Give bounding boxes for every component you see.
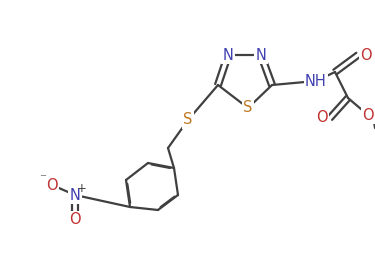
Text: N: N [70,187,80,203]
Text: N: N [223,48,233,62]
Text: O: O [362,108,374,122]
Text: S: S [243,101,253,115]
Text: O: O [46,178,58,193]
Text: NH: NH [305,75,327,90]
Text: +: + [77,182,87,194]
Text: ⁻: ⁻ [39,172,46,186]
Text: S: S [183,112,193,128]
Text: O: O [360,48,372,62]
Text: N: N [256,48,266,62]
Text: O: O [69,213,81,228]
Text: O: O [316,111,328,126]
